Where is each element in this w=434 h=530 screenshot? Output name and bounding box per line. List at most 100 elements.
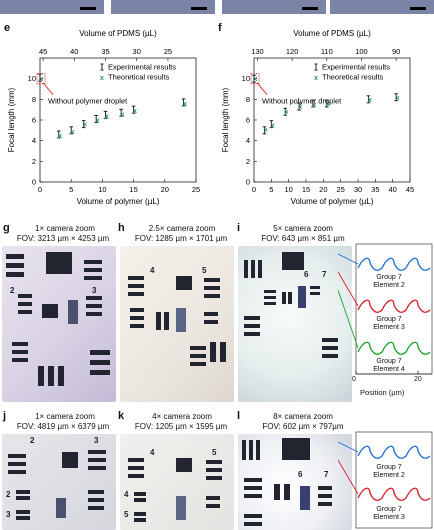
x-tick-label: 40 [388, 185, 396, 194]
photo-g-target: 2 3 [2, 246, 116, 402]
group-label: 2 [10, 286, 15, 295]
x-tick-label: 5 [69, 185, 73, 194]
caption-j-zoom: 1× camera zoom [35, 412, 95, 421]
profile-connector [338, 289, 359, 349]
profile-curve [357, 341, 431, 355]
theoretical-point: x [253, 76, 257, 83]
x-tick-label: 30 [354, 185, 362, 194]
top-tick-label: 130 [251, 47, 264, 56]
profile-label-text: Group 7 Element 2 [373, 274, 405, 289]
top-image-strip-2 [111, 0, 215, 14]
caption-l-fov: FOV: 602 µm × 797µm [262, 422, 344, 431]
theoretical-point: x [326, 101, 330, 108]
panel-letter-g: g [3, 222, 10, 234]
panel-letter-i: i [237, 222, 241, 234]
panel-letter-f: f [218, 22, 222, 34]
annotation-arrow [42, 82, 54, 95]
profile-curve [357, 257, 431, 271]
top-axis-label: Volume of PDMS (µL) [79, 29, 157, 38]
x-axis-label: Volume of polymer (µL) [77, 197, 160, 206]
caption-j-fov: FOV: 4819 µm × 6379 µm [16, 422, 110, 431]
theoretical-point: x [71, 129, 75, 136]
annotation-text: Without polymer droplet [262, 97, 342, 106]
x-tick-label: 20 [319, 185, 327, 194]
theoretical-point: x [396, 95, 400, 102]
group-label: 6 [298, 470, 303, 479]
top-image-strip-1 [0, 0, 104, 14]
theoretical-point: x [121, 111, 125, 118]
y-tick-label: 10 [242, 74, 250, 83]
y-tick-label: 10 [28, 74, 36, 83]
caption-g-fov: FOV: 3213 µm × 4253 µm [16, 234, 110, 243]
profile-l-label-2: Group 7 Element 3 [363, 506, 415, 522]
profile-i-xtick-0: 0 [352, 376, 356, 383]
photo-i-target: 6 7 [238, 246, 352, 402]
top-axis-label: Volume of PDMS (µL) [293, 29, 371, 38]
y-tick-label: 6 [246, 116, 250, 125]
group-label: 7 [322, 270, 327, 279]
theoretical-point: x [105, 113, 109, 120]
theoretical-point: x [39, 76, 43, 83]
caption-h-zoom: 2.5× camera zoom [148, 224, 216, 233]
theoretical-point: x [299, 104, 303, 111]
top-tick-label: 45 [39, 47, 47, 56]
x-tick-label: 15 [129, 185, 137, 194]
photo-l-target: 6 7 [238, 434, 352, 530]
y-axis-label: Focal length (mm) [221, 87, 230, 152]
x-tick-label: 15 [302, 185, 310, 194]
profile-label-text: Group 7 Element 4 [373, 358, 405, 373]
y-tick-label: 0 [32, 178, 36, 187]
y-axis-label: Focal length (mm) [7, 87, 16, 152]
group-label: 3 [92, 286, 97, 295]
x-tick-label: 0 [38, 185, 42, 194]
panel-letter-k: k [118, 410, 125, 422]
theoretical-point: x [83, 122, 87, 129]
profile-curve [357, 487, 431, 501]
top-image-strip-4 [330, 0, 434, 14]
x-tick-label: 10 [98, 185, 106, 194]
panel-letter-e: e [4, 22, 11, 34]
profile-curve [357, 299, 431, 313]
profile-curve [357, 445, 431, 459]
caption-g-zoom: 1× camera zoom [35, 224, 95, 233]
group-label: 5 [202, 266, 207, 275]
panel-letter-j: j [3, 410, 7, 422]
theoretical-point: x [58, 133, 62, 140]
photo-k-target: 4 5 4 5 [120, 434, 234, 530]
x-tick-label: 45 [406, 185, 414, 194]
annotation-text: Without polymer droplet [48, 97, 128, 106]
y-tick-label: 6 [32, 116, 36, 125]
x-tick-label: 25 [192, 185, 200, 194]
group-label: 5 [212, 448, 217, 457]
group-label: 7 [324, 470, 329, 479]
theoretical-point: x [312, 102, 316, 109]
x-tick-label: 10 [284, 185, 292, 194]
y-tick-label: 4 [32, 136, 36, 145]
profiles-l-plot [338, 431, 433, 529]
caption-h-fov: FOV: 1285 µm × 1701 µm [134, 234, 228, 243]
panel-letter-l: l [237, 410, 241, 422]
chart-f: 0 5 10 15 20 25 30 35 40 45 0 2 4 6 8 10 130 120 110 100 90 V… [221, 29, 414, 206]
theoretical-point: x [183, 101, 187, 108]
top-tick-label: 30 [133, 47, 141, 56]
y-tick-label: 2 [32, 157, 36, 166]
theoretical-point: x [285, 109, 289, 116]
y-tick-label: 4 [246, 136, 250, 145]
caption-i-fov: FOV: 643 µm × 851 µm [261, 234, 345, 243]
profile-i-xtick-20: 20 [414, 376, 422, 383]
y-tick-label: 8 [32, 95, 36, 104]
profile-connector [338, 271, 359, 307]
profile-connector [338, 253, 359, 265]
group-label: 4 [150, 266, 155, 275]
profile-i-label-1: Group 7 Element 2 [363, 274, 415, 290]
group-label: 3 [6, 510, 11, 519]
theoretical-point: x [264, 127, 268, 134]
legend-theoretical-marker: x [314, 75, 318, 82]
theoretical-point: x [368, 97, 372, 104]
y-tick-label: 2 [246, 157, 250, 166]
annotation-box [250, 73, 260, 85]
top-image-strip-3 [222, 0, 326, 14]
legend-theoretical: Theoretical results [322, 73, 384, 82]
x-tick-label: 25 [336, 185, 344, 194]
profile-connector [338, 441, 359, 453]
